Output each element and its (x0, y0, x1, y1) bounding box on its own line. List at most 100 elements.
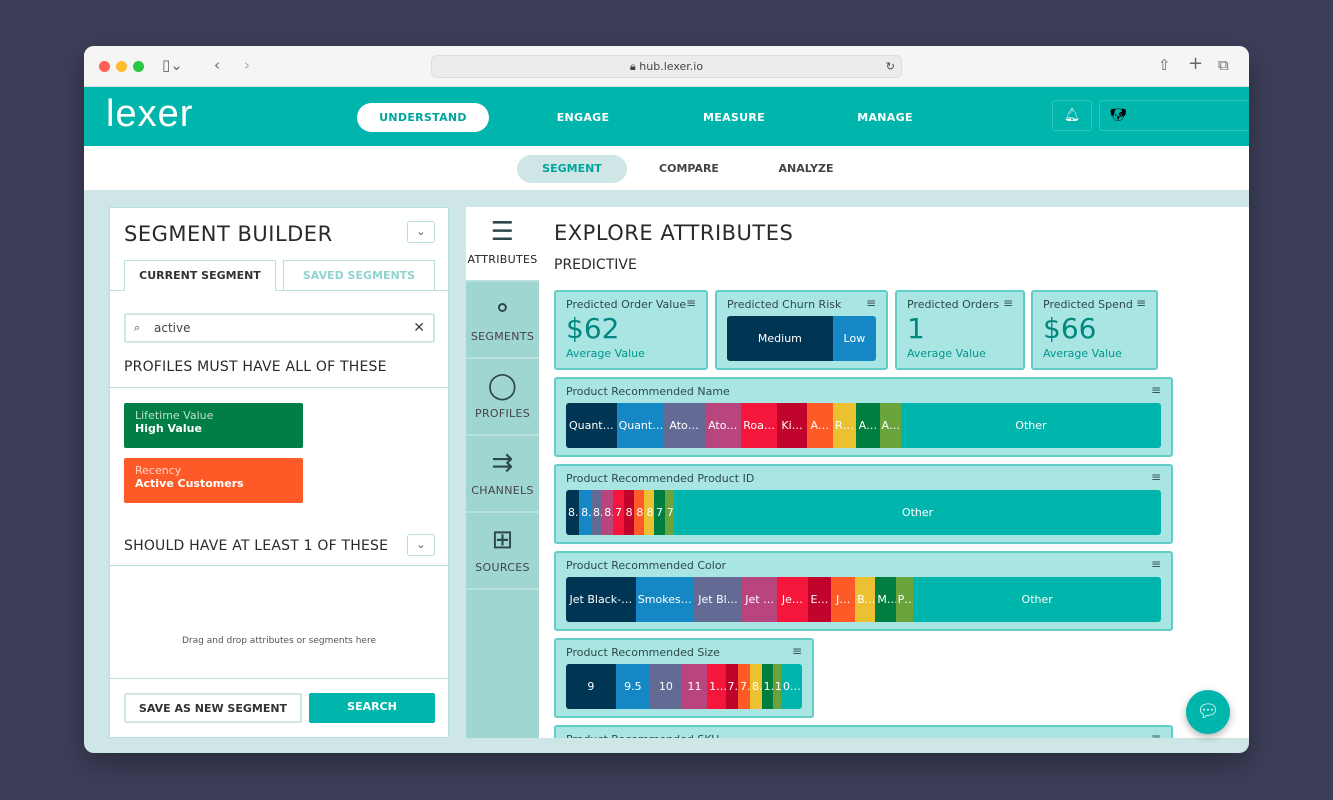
stat-card-predicted-spend[interactable]: Predicted Spend ≡ $66 Average Value (1031, 290, 1158, 370)
bar-segment[interactable]: Low (832, 316, 876, 361)
bar-segment[interactable]: 8. (602, 490, 613, 535)
forward-icon[interactable]: › (244, 56, 250, 74)
collapse-chevron-down-icon[interactable]: ⌄ (407, 221, 435, 243)
reload-icon[interactable]: ↻ (885, 60, 895, 73)
card-menu-icon[interactable]: ≡ (791, 644, 802, 658)
bar-segment[interactable]: Other (913, 577, 1161, 622)
bar-segment[interactable]: Other (674, 490, 1161, 535)
bar-segment[interactable]: R… (832, 403, 857, 448)
chat-support-button[interactable]: 💬︎ (1186, 690, 1230, 734)
sidetab-sources[interactable]: ⊞ SOURCES (466, 515, 539, 590)
bar-segment[interactable]: 8. (590, 490, 603, 535)
bar-segment[interactable]: 8 (623, 490, 635, 535)
subnav-compare[interactable]: COMPARE (659, 162, 719, 175)
bar-segment[interactable]: A… (879, 403, 901, 448)
sidetab-profiles[interactable]: ◯ PROFILES (466, 361, 539, 436)
tab-saved-segments[interactable]: SAVED SEGMENTS (283, 260, 435, 290)
attribute-card-product-recommended-color[interactable]: Product Recommended Color ≡ Jet Black-… Smo… (554, 551, 1173, 631)
sidebar-toggle-icon[interactable]: ▯⌄ (162, 56, 183, 74)
tabs-overview-icon[interactable]: ⧉ (1218, 56, 1229, 74)
bar-segment[interactable]: Jet Black-… (566, 577, 636, 622)
save-as-new-segment-button[interactable]: SAVE AS NEW SEGMENT (124, 693, 302, 723)
card-menu-icon[interactable]: ≡ (685, 296, 696, 310)
bar-segment[interactable]: Quant… (616, 403, 664, 448)
minimize-window-button[interactable] (116, 61, 127, 72)
card-menu-icon[interactable]: ≡ (1150, 383, 1161, 397)
card-menu-icon[interactable]: ≡ (1002, 296, 1013, 310)
bar-segment[interactable]: Ato… (663, 403, 705, 448)
bar-segment[interactable]: Jet … (742, 577, 778, 622)
bar-segment[interactable]: J… (831, 577, 856, 622)
attribute-card-product-recommended-product-id[interactable]: Product Recommended Product ID≡8.8.8.8.7… (554, 464, 1173, 544)
card-menu-icon[interactable]: ≡ (1150, 557, 1161, 571)
stat-card-predicted-churn-risk[interactable]: Predicted Churn Risk ≡ Medium Low (715, 290, 888, 370)
search-button[interactable]: SEARCH (309, 693, 435, 723)
bar-segment[interactable]: 1 (772, 664, 781, 709)
clear-search-icon[interactable]: ✕ (413, 320, 425, 336)
new-tab-icon[interactable]: + (1188, 53, 1204, 74)
bar-segment[interactable]: 7. (738, 664, 751, 709)
bar-segment[interactable]: Smokes… (635, 577, 694, 622)
attribute-card-product-recommended-size[interactable]: Product Recommended Size ≡ 9 9.5 10 11 1… 7. 7. 8… (554, 638, 814, 718)
bar-segment[interactable]: M… (875, 577, 896, 622)
bar-segment[interactable]: Quant… (566, 403, 617, 448)
notifications-bell-icon[interactable]: 🔔︎ (1052, 100, 1092, 131)
subnav-segment[interactable]: SEGMENT (517, 155, 627, 183)
bar-segment[interactable]: Other (900, 403, 1161, 448)
back-icon[interactable]: ‹ (214, 56, 220, 74)
bar-segment[interactable]: B… (855, 577, 876, 622)
attribute-search-input[interactable]: ⌕ active ✕ (124, 313, 435, 343)
nav-understand[interactable]: UNDERSTAND (357, 103, 489, 132)
drop-zone-hint[interactable]: Drag and drop attributes or segments her… (182, 636, 376, 646)
tab-current-segment[interactable]: CURRENT SEGMENT (124, 260, 276, 291)
address-bar[interactable]: 🔒︎ hub.lexer.io ↻ (431, 55, 902, 78)
bar-segment[interactable]: 7 (612, 490, 624, 535)
bar-segment[interactable]: 8 (634, 490, 645, 535)
attribute-card-product-recommended-sku[interactable]: Product Recommended SKU ≡ (554, 725, 1173, 738)
criteria-chip-lifetime-value[interactable]: Lifetime Value High Value (124, 403, 303, 448)
sidetab-channels[interactable]: ⇉ CHANNELS (466, 438, 539, 513)
nav-engage[interactable]: ENGAGE (556, 111, 610, 124)
bar-segment[interactable]: E… (807, 577, 832, 622)
share-icon[interactable]: ⇧ (1158, 56, 1171, 74)
bar-segment[interactable]: Ato… (704, 403, 741, 448)
attribute-card-product-recommended-name[interactable]: Product Recommended Name ≡ Quant… Quant… Ato… (554, 377, 1173, 457)
bar-segment[interactable]: 7 (664, 490, 675, 535)
bar-segment[interactable]: A… (856, 403, 880, 448)
bar-segment[interactable]: A… (806, 403, 833, 448)
bar-segment[interactable]: 10 (650, 664, 682, 709)
bar-segment[interactable]: Medium (727, 316, 833, 361)
card-menu-icon[interactable]: ≡ (1135, 296, 1146, 310)
close-window-button[interactable] (99, 61, 110, 72)
sidetab-attributes[interactable]: ☰ ATTRIBUTES (466, 207, 539, 282)
bar-segment[interactable]: Je… (777, 577, 808, 622)
bar-segment[interactable]: 7 (654, 490, 665, 535)
stat-card-predicted-orders[interactable]: Predicted Orders ≡ 1 Average Value (895, 290, 1025, 370)
bar-segment[interactable]: 9 (566, 664, 616, 709)
bar-segment[interactable]: 8 (644, 490, 654, 535)
bar-segment[interactable]: 8. (566, 490, 580, 535)
bar-segment[interactable]: Jet Bl… (693, 577, 743, 622)
card-menu-icon[interactable]: ≡ (865, 296, 876, 310)
should-have-chevron-down-icon[interactable]: ⌄ (407, 534, 435, 556)
card-menu-icon[interactable]: ≡ (1150, 470, 1161, 484)
criteria-chip-recency[interactable]: Recency Active Customers (124, 458, 303, 503)
bar-segment[interactable]: 0… (780, 664, 802, 709)
bar-segment[interactable]: 7. (725, 664, 739, 709)
bar-segment[interactable]: Ki… (777, 403, 807, 448)
bar-segment[interactable]: Roa… (740, 403, 778, 448)
bar-segment[interactable]: 9.5 (615, 664, 650, 709)
stat-card-predicted-order-value[interactable]: Predicted Order Value ≡ $62 Average Value (554, 290, 708, 370)
bar-segment[interactable]: P… (895, 577, 914, 622)
card-menu-icon[interactable]: ≡ (1150, 731, 1161, 738)
maximize-window-button[interactable] (133, 61, 144, 72)
bar-segment[interactable]: 1. (761, 664, 773, 709)
bar-segment[interactable]: 8. (579, 490, 591, 535)
bar-segment[interactable]: 1… (707, 664, 726, 709)
nav-manage[interactable]: MANAGE (857, 111, 913, 124)
bar-segment[interactable]: 8. (750, 664, 762, 709)
sidetab-segments[interactable]: ⚬ SEGMENTS (466, 284, 539, 359)
subnav-analyze[interactable]: ANALYZE (778, 162, 834, 175)
bar-segment[interactable]: 11 (681, 664, 708, 709)
lexer-logo[interactable]: lexer (106, 93, 194, 135)
